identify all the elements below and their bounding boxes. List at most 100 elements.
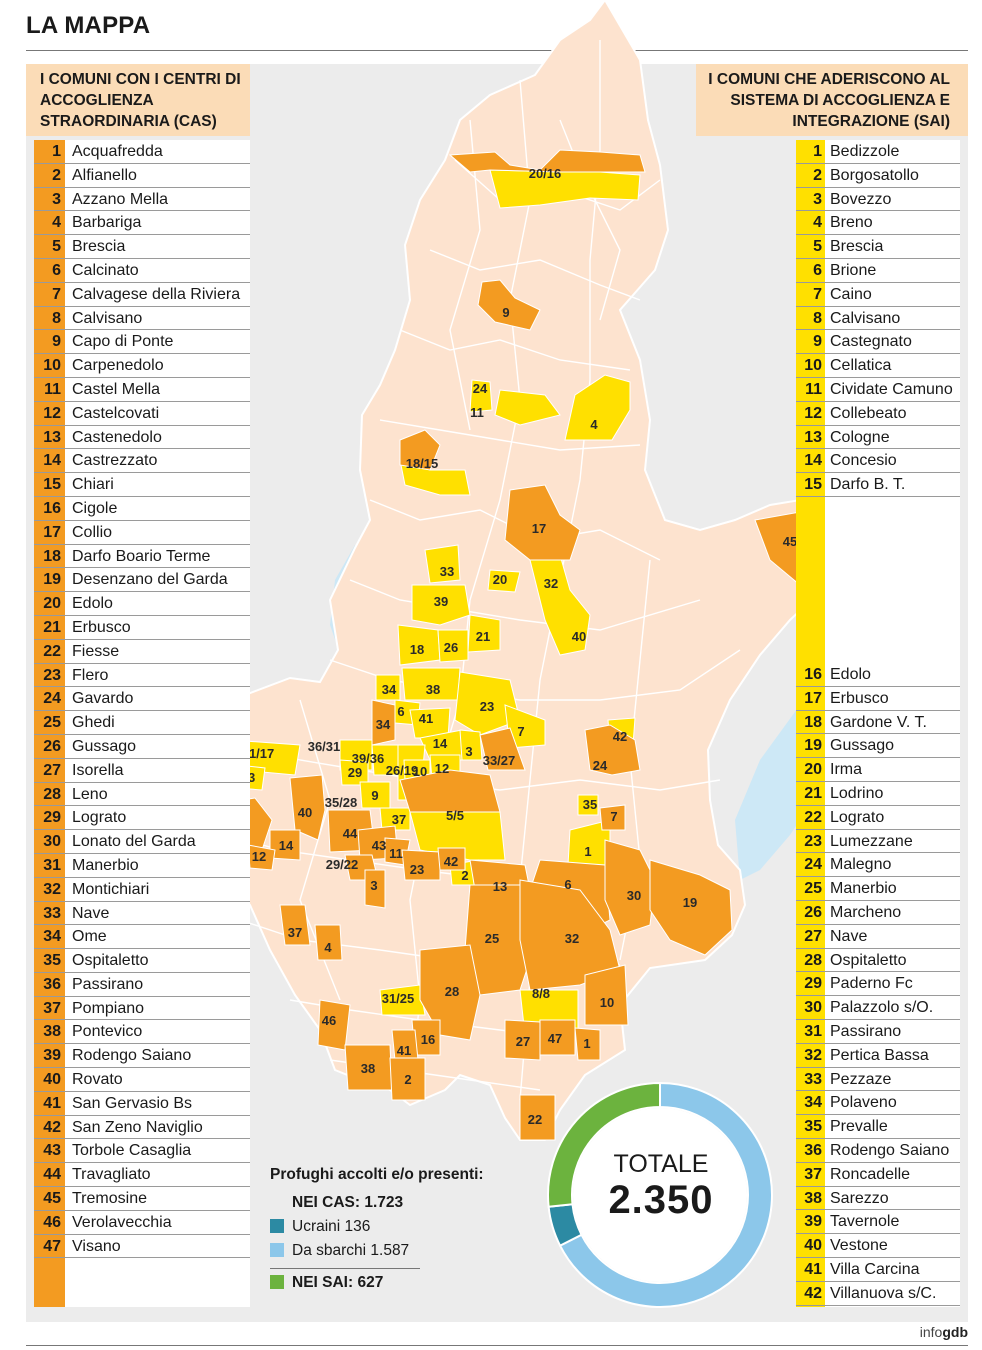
item-number: 7: [813, 285, 822, 303]
map-label: 7: [610, 809, 617, 824]
list-item: 16 Edolo: [796, 663, 960, 687]
item-name: Gussago: [830, 737, 895, 755]
item-name: Gardone V. T.: [830, 713, 927, 731]
item-name: Collebeato: [830, 404, 907, 422]
list-item: 11 Castel Mella: [34, 378, 250, 402]
map-label: 3: [370, 878, 377, 893]
item-name: Manerbio: [830, 880, 897, 898]
list-item: 5 Brescia: [34, 235, 250, 259]
item-name: Erbusco: [72, 618, 131, 636]
item-number: 45: [43, 1190, 61, 1208]
item-name: Calcinato: [72, 261, 139, 279]
list-item: 23 Flero: [34, 664, 250, 688]
list-item: 19 Gussago: [796, 734, 960, 759]
item-number: 1: [813, 143, 822, 160]
map-label: 21: [476, 629, 490, 644]
list-item: 13 Castenedolo: [34, 426, 250, 450]
item-number: 39: [43, 1047, 61, 1065]
legend-sbarchi-label: Da sbarchi 1.587: [292, 1242, 410, 1259]
map-label: 11: [470, 405, 484, 420]
map-label: 43: [372, 838, 386, 853]
item-number: 36: [804, 1141, 822, 1159]
map-label: 10: [413, 764, 427, 779]
item-name: Capo di Ponte: [72, 333, 174, 351]
item-name: Carpenedolo: [72, 357, 164, 375]
map-label: 29/22: [326, 857, 359, 872]
item-number: 19: [43, 571, 61, 589]
map-label: 17: [532, 521, 546, 536]
item-name: Rodengo Saiano: [830, 1141, 950, 1159]
list-item: 25 Ghedi: [34, 711, 250, 735]
legend-sbarchi: Da sbarchi 1.587: [270, 1242, 409, 1260]
item-name: Montichiari: [72, 880, 150, 898]
list-item: 1 Bedizzole: [796, 140, 960, 164]
item-number: 29: [43, 809, 61, 827]
item-name: Bedizzole: [830, 143, 900, 160]
item-name: Lograto: [72, 809, 127, 827]
item-number: 7: [52, 285, 61, 303]
map-label: 29: [348, 765, 362, 780]
list-item: 7 Calvagese della Riviera: [34, 283, 250, 307]
item-name: Pezzaze: [830, 1070, 892, 1088]
list-item: 9 Capo di Ponte: [34, 330, 250, 355]
item-name: Visano: [72, 1237, 121, 1255]
item-name: Lodrino: [830, 784, 884, 802]
item-name: Vestone: [830, 1237, 888, 1255]
item-number: 14: [804, 452, 822, 470]
item-number: 35: [804, 1118, 822, 1136]
total-donut: [547, 1081, 773, 1308]
list-item: 24 Gavardo: [34, 687, 250, 712]
list-item: 38 Sarezzo: [796, 1187, 960, 1211]
map-label: 2: [461, 868, 468, 883]
credit: infogdb: [920, 1324, 968, 1340]
list-item: 29 Paderno Fc: [796, 972, 960, 997]
list-item: 42 San Zeno Naviglio: [34, 1116, 250, 1140]
item-name: Lumezzane: [830, 832, 913, 850]
list-item: 40 Vestone: [796, 1234, 960, 1258]
item-name: Cologne: [830, 428, 890, 446]
map-label: 24: [593, 758, 608, 773]
item-number: 40: [43, 1071, 61, 1089]
item-number: 23: [43, 666, 61, 684]
map-label: 19: [683, 895, 697, 910]
item-name: Ghedi: [72, 714, 115, 732]
item-number: 5: [813, 238, 822, 256]
item-name: Passirano: [830, 1022, 902, 1040]
donut-value: 2.350: [608, 1178, 714, 1222]
item-name: Alfianello: [72, 166, 137, 184]
item-name: Calvisano: [830, 309, 901, 327]
map-label: 40: [298, 805, 312, 820]
list-item: 11 Cividate Camuno: [796, 378, 960, 402]
item-number: 1: [52, 143, 61, 160]
legend-sai: NEI SAI: 627: [270, 1274, 383, 1292]
item-number: 8: [52, 309, 61, 327]
item-name: Chiari: [72, 476, 114, 494]
item-name: Pertica Bassa: [830, 1046, 929, 1064]
list-item: 41 San Gervasio Bs: [34, 1092, 250, 1116]
list-item: 31 Passirano: [796, 1020, 960, 1044]
item-name: Ospitaletto: [830, 951, 907, 969]
map-label: 12: [252, 849, 266, 864]
item-number: 11: [805, 380, 822, 398]
item-number: 42: [804, 1284, 822, 1302]
page-title: LA MAPPA: [26, 12, 151, 39]
item-name: Tremosine: [72, 1190, 147, 1208]
map-label: 5/5: [446, 808, 464, 823]
map-label: 30: [627, 888, 641, 903]
item-number: 28: [43, 785, 61, 803]
map-label: 42: [613, 729, 627, 744]
list-item: 7 Caino: [796, 283, 960, 307]
map-label: 25: [485, 931, 499, 946]
item-name: Collio: [72, 523, 113, 541]
ukraine-swatch: [270, 1219, 284, 1233]
donut-slice-sai_total: [547, 1081, 661, 1208]
item-number: 26: [804, 903, 822, 921]
legend: Profughi accolti e/o presenti: NEI CAS: …: [262, 1160, 502, 1310]
map-label: 4: [590, 417, 598, 432]
list-item: 10 Carpenedolo: [34, 354, 250, 378]
list-item: 38 Pontevico: [34, 1020, 250, 1045]
item-number: 46: [43, 1213, 61, 1231]
item-number: 8: [813, 309, 822, 327]
map-label: 33: [440, 564, 454, 579]
item-number: 23: [804, 832, 822, 850]
